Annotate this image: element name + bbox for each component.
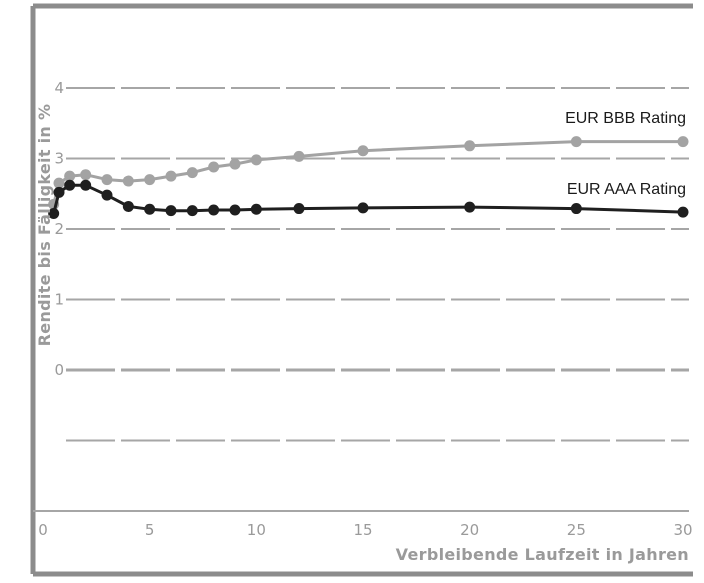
data-point-eur-aaa-2 xyxy=(64,179,76,191)
data-point-eur-bbb-7 xyxy=(165,170,177,182)
x-tick-label-15: 15 xyxy=(353,521,372,539)
data-point-eur-aaa-15 xyxy=(570,203,582,215)
data-point-eur-bbb-3 xyxy=(80,169,92,181)
y-axis-title: Rendite bis Fälligkeit in % xyxy=(35,104,54,347)
y-tick-label-2: 2 xyxy=(54,220,64,238)
data-point-eur-bbb-8 xyxy=(186,167,198,179)
data-point-eur-aaa-7 xyxy=(165,205,177,217)
data-point-eur-bbb-6 xyxy=(144,174,156,186)
y-tick-label-4: 4 xyxy=(54,79,64,97)
data-point-eur-bbb-1 xyxy=(53,177,65,189)
data-point-eur-aaa-14 xyxy=(464,201,476,213)
data-point-eur-bbb-13 xyxy=(357,145,369,157)
data-point-eur-bbb-14 xyxy=(464,140,476,152)
data-point-eur-aaa-10 xyxy=(229,204,241,216)
data-point-eur-aaa-8 xyxy=(186,205,198,217)
series-label-eur-bbb: EUR BBB Rating xyxy=(565,110,686,127)
data-point-eur-aaa-4 xyxy=(101,189,113,201)
x-axis-title: Verbleibende Laufzeit in Jahren xyxy=(396,545,689,564)
data-point-eur-bbb-5 xyxy=(122,175,134,187)
data-point-eur-aaa-12 xyxy=(293,203,305,215)
x-tick-label-25: 25 xyxy=(567,521,586,539)
data-point-eur-bbb-9 xyxy=(208,161,220,173)
x-tick-label-10: 10 xyxy=(247,521,266,539)
data-point-eur-bbb-15 xyxy=(570,136,582,148)
data-point-eur-aaa-6 xyxy=(144,203,156,215)
series-label-eur-aaa: EUR AAA Rating xyxy=(567,181,686,198)
data-point-eur-aaa-5 xyxy=(122,200,134,212)
data-point-eur-aaa-13 xyxy=(357,202,369,214)
data-point-eur-bbb-12 xyxy=(293,150,305,162)
data-point-eur-aaa-3 xyxy=(80,179,92,191)
data-point-eur-aaa-11 xyxy=(250,203,262,215)
data-point-eur-aaa-16 xyxy=(677,206,689,218)
x-tick-label-0: 0 xyxy=(38,521,48,539)
x-tick-label-5: 5 xyxy=(145,521,155,539)
data-point-eur-bbb-2 xyxy=(64,170,76,182)
data-point-eur-aaa-1 xyxy=(53,186,65,198)
y-tick-label-0: 0 xyxy=(54,361,64,379)
x-tick-label-20: 20 xyxy=(460,521,479,539)
data-point-eur-aaa-0 xyxy=(48,207,60,219)
data-point-eur-bbb-4 xyxy=(101,174,113,186)
x-tick-label-30: 30 xyxy=(673,521,692,539)
data-point-eur-aaa-9 xyxy=(208,204,220,216)
data-point-eur-bbb-16 xyxy=(677,136,689,148)
data-point-eur-bbb-10 xyxy=(229,158,241,170)
y-tick-label-3: 3 xyxy=(54,150,64,168)
data-point-eur-bbb-11 xyxy=(250,154,262,166)
y-tick-label-1: 1 xyxy=(54,291,64,309)
